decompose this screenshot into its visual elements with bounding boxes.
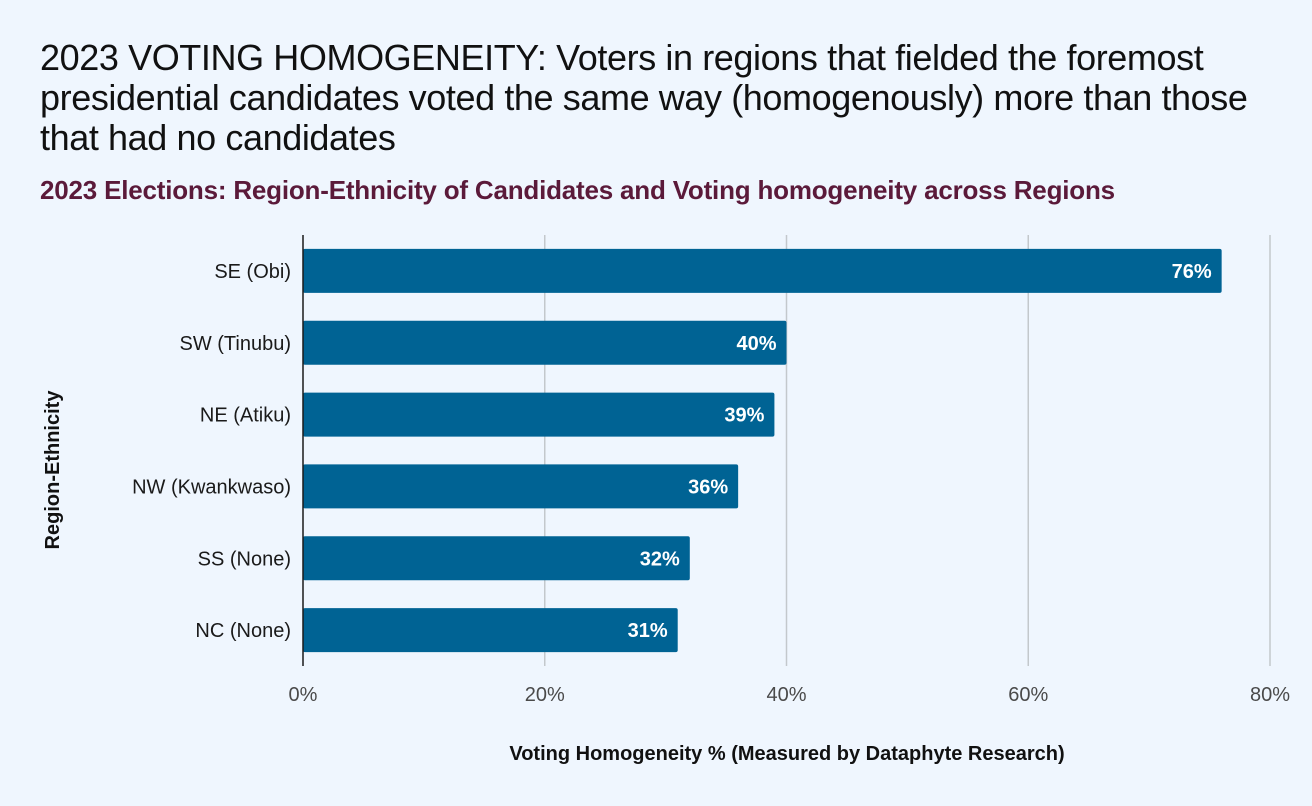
x-tick-label: 80% <box>1250 684 1290 706</box>
grid-layer <box>544 235 1271 666</box>
bar <box>303 248 1222 293</box>
category-label: NW (Kwankwaso) <box>132 476 291 498</box>
x-tick-label: 20% <box>525 684 565 706</box>
x-tick-label: 0% <box>289 684 318 706</box>
chart-title: 2023 Elections: Region-Ethnicity of Cand… <box>40 175 1115 205</box>
data-label: 40% <box>736 333 776 355</box>
x-axis-title: Voting Homogeneity % (Measured by Dataph… <box>509 743 1064 765</box>
bar <box>303 536 690 581</box>
data-label: 32% <box>640 548 680 570</box>
category-label: NC (None) <box>195 620 291 642</box>
label-layer: 0% 20% 40% 60% 80% 76% SE (Obi) 40% SW (Tinubu) 3… <box>132 261 1290 706</box>
bar <box>303 608 678 653</box>
data-label: 76% <box>1172 261 1212 283</box>
category-label: SW (Tinubu) <box>179 333 291 355</box>
bar-layer <box>303 248 1222 653</box>
data-label: 36% <box>688 476 728 498</box>
category-label: NE (Atiku) <box>200 405 291 427</box>
y-axis-title: Region-Ethnicity <box>42 390 64 550</box>
x-tick-label: 60% <box>1008 684 1048 706</box>
page-title: 2023 VOTING HOMOGENEITY: Voters in regio… <box>40 37 1248 158</box>
bar <box>303 392 775 437</box>
data-label: 39% <box>724 405 764 427</box>
category-label: SE (Obi) <box>214 261 291 283</box>
data-label: 31% <box>628 620 668 642</box>
bar <box>303 320 787 365</box>
bar <box>303 464 739 509</box>
x-tick-label: 40% <box>766 684 806 706</box>
category-label: SS (None) <box>198 548 291 570</box>
